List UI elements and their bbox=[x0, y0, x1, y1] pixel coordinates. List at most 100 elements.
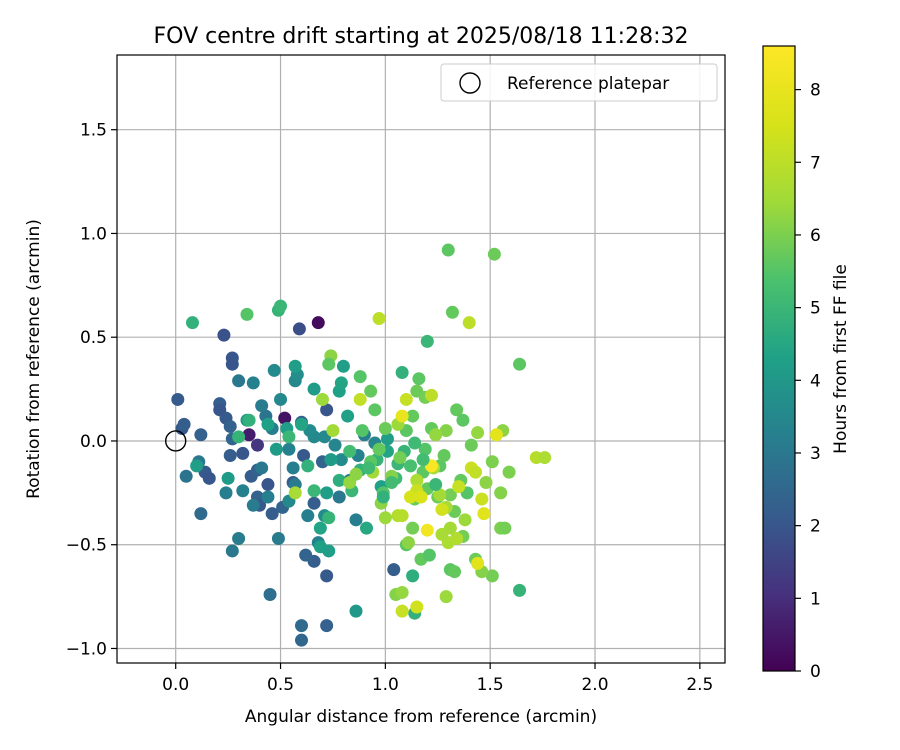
data-point bbox=[271, 531, 285, 545]
data-points bbox=[171, 243, 552, 647]
data-point bbox=[246, 498, 260, 512]
data-point bbox=[471, 426, 485, 440]
data-point bbox=[286, 461, 300, 475]
data-point bbox=[288, 359, 302, 373]
data-point bbox=[320, 569, 334, 583]
reference-point bbox=[165, 430, 187, 452]
data-point bbox=[334, 376, 348, 390]
data-point bbox=[355, 424, 369, 438]
data-point bbox=[485, 569, 499, 583]
data-point bbox=[441, 243, 455, 257]
data-point bbox=[320, 486, 334, 500]
data-point bbox=[410, 600, 424, 614]
data-point bbox=[255, 399, 269, 413]
data-point bbox=[315, 392, 329, 406]
data-point bbox=[364, 384, 378, 398]
data-point bbox=[242, 428, 256, 442]
data-point bbox=[458, 513, 472, 527]
data-point bbox=[439, 590, 453, 604]
data-point bbox=[489, 428, 503, 442]
data-point bbox=[320, 619, 334, 633]
data-point bbox=[385, 475, 399, 489]
data-point bbox=[219, 486, 233, 500]
colorbar-tick-label: 3 bbox=[810, 444, 821, 464]
data-point bbox=[294, 417, 308, 431]
data-point bbox=[395, 604, 409, 618]
x-tick-label: 2.5 bbox=[686, 675, 713, 695]
y-axis-ticks: −1.0 −0.5 0.0 0.5 1.0 1.5 bbox=[66, 121, 117, 659]
colorbar-ticks: 0 1 2 3 4 5 6 7 8 bbox=[795, 81, 821, 682]
data-point bbox=[194, 507, 208, 521]
y-tick-label: −0.5 bbox=[66, 536, 107, 556]
data-point bbox=[452, 480, 466, 494]
data-point bbox=[267, 363, 281, 377]
colorbar-tick-label: 0 bbox=[810, 662, 821, 682]
data-point bbox=[236, 484, 250, 498]
data-point bbox=[406, 409, 420, 423]
data-point bbox=[246, 376, 260, 390]
data-point bbox=[269, 442, 283, 456]
colorbar-tick-label: 2 bbox=[810, 517, 821, 537]
colorbar-tick-label: 8 bbox=[810, 81, 821, 101]
data-point bbox=[502, 465, 516, 479]
x-axis-label: Angular distance from reference (arcmin) bbox=[245, 707, 597, 727]
legend: Reference platepar bbox=[440, 63, 718, 102]
data-point bbox=[395, 409, 409, 423]
data-point bbox=[322, 357, 336, 371]
data-point bbox=[380, 432, 394, 446]
data-point bbox=[487, 247, 501, 261]
data-point bbox=[393, 451, 407, 465]
y-tick-label: 0.0 bbox=[80, 432, 107, 452]
reference-platepar-marker bbox=[165, 430, 187, 452]
data-point bbox=[194, 428, 208, 442]
data-point bbox=[462, 316, 476, 330]
data-point bbox=[404, 490, 418, 504]
colorbar-label: Hours from first FF file bbox=[831, 264, 851, 454]
data-point bbox=[353, 370, 367, 384]
data-point bbox=[282, 430, 296, 444]
data-point bbox=[313, 521, 327, 535]
data-point bbox=[420, 334, 434, 348]
data-point bbox=[418, 442, 432, 456]
data-point bbox=[429, 428, 443, 442]
data-point bbox=[395, 585, 409, 599]
data-point bbox=[236, 446, 250, 460]
data-point bbox=[274, 299, 288, 313]
data-point bbox=[232, 531, 246, 545]
data-point bbox=[232, 430, 246, 444]
data-point bbox=[349, 604, 363, 618]
colorbar-tick-label: 4 bbox=[810, 371, 821, 391]
data-point bbox=[255, 461, 269, 475]
data-point bbox=[341, 409, 355, 423]
data-point bbox=[250, 438, 264, 452]
data-point bbox=[261, 478, 275, 492]
data-point bbox=[322, 511, 336, 525]
data-point bbox=[445, 305, 459, 319]
data-point bbox=[378, 511, 392, 525]
data-point bbox=[179, 469, 193, 483]
y-tick-label: 1.0 bbox=[80, 224, 107, 244]
data-point bbox=[406, 569, 420, 583]
data-point bbox=[301, 509, 315, 523]
data-point bbox=[261, 490, 275, 504]
data-point bbox=[513, 583, 527, 597]
data-point bbox=[311, 316, 325, 330]
legend-box bbox=[440, 63, 718, 102]
data-point bbox=[378, 422, 392, 436]
data-point bbox=[274, 392, 288, 406]
data-point bbox=[395, 509, 409, 523]
data-point bbox=[332, 473, 346, 487]
data-point bbox=[307, 484, 321, 498]
data-point bbox=[336, 359, 350, 373]
data-point bbox=[399, 392, 413, 406]
x-axis-ticks: 0.0 0.5 1.0 1.5 2.0 2.5 bbox=[162, 663, 713, 695]
x-tick-label: 0.5 bbox=[267, 675, 294, 695]
y-tick-label: −1.0 bbox=[66, 639, 107, 659]
data-point bbox=[376, 490, 390, 504]
data-point bbox=[177, 417, 191, 431]
data-point bbox=[328, 438, 342, 452]
data-point bbox=[450, 531, 464, 545]
data-point bbox=[343, 444, 357, 458]
data-point bbox=[299, 548, 313, 562]
